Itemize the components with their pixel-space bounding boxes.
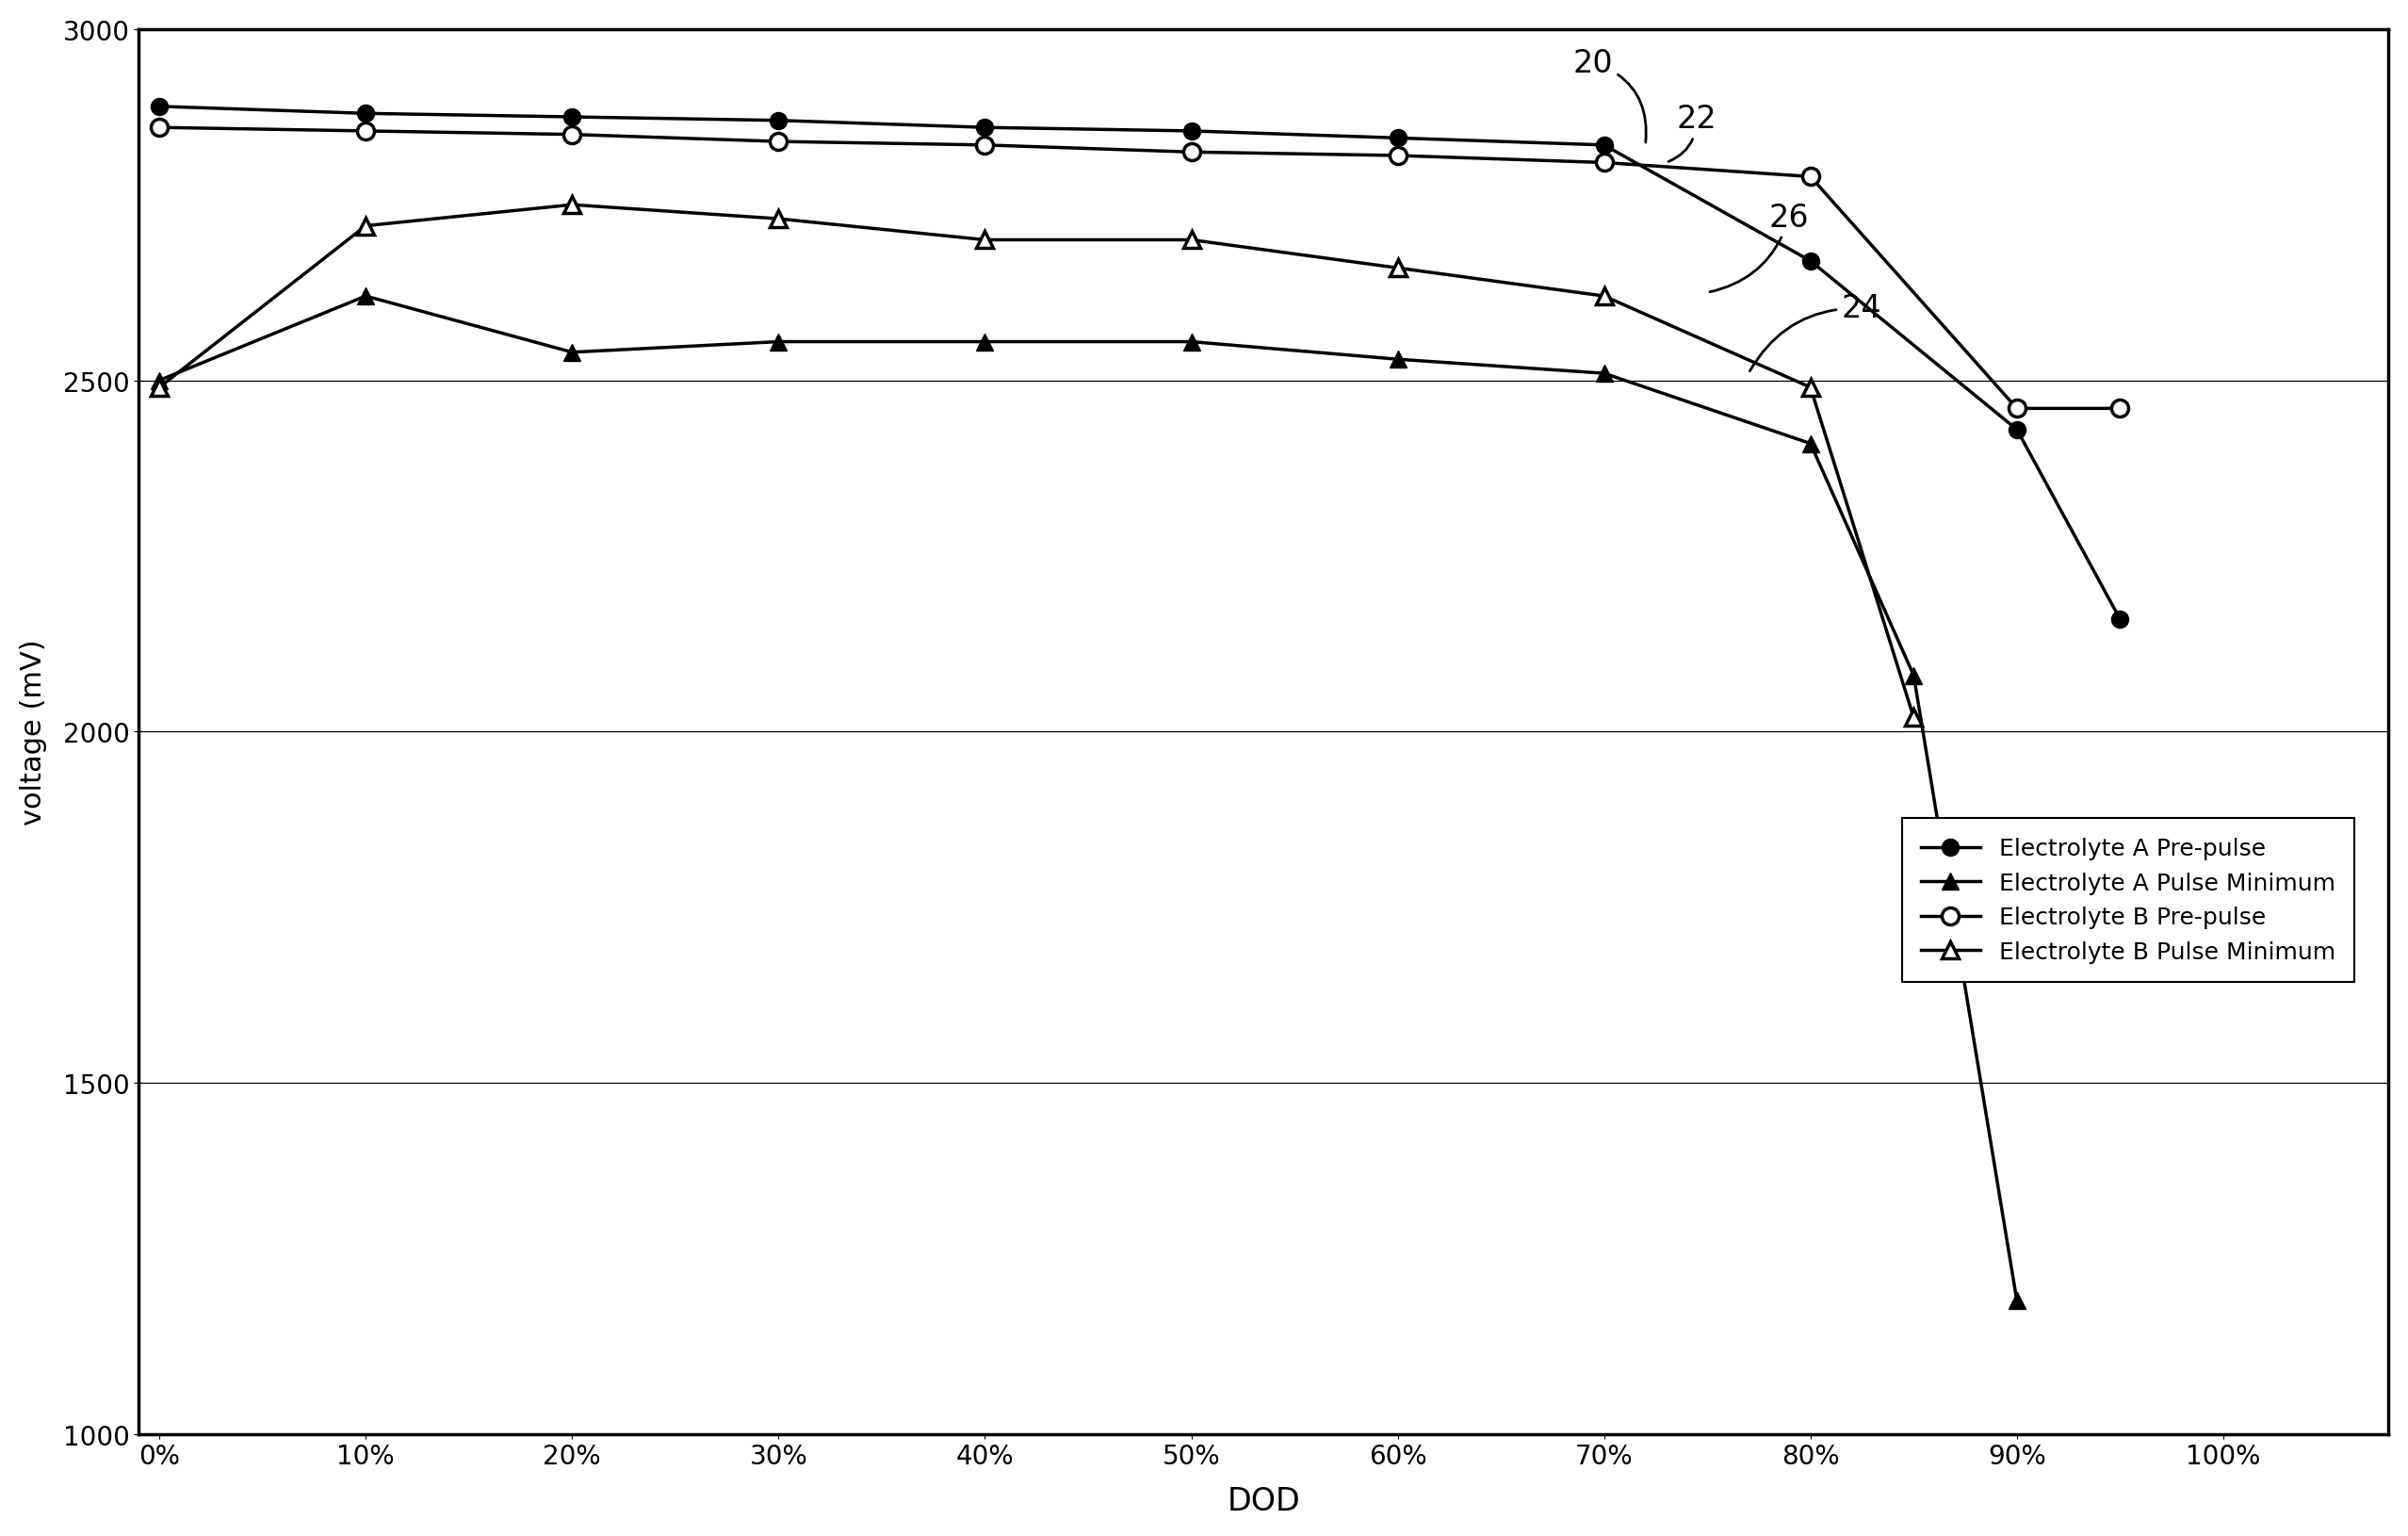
Text: 20: 20: [1572, 48, 1647, 143]
Y-axis label: voltage (mV): voltage (mV): [19, 639, 46, 825]
X-axis label: DOD: DOD: [1228, 1485, 1300, 1516]
Text: 24: 24: [1751, 293, 1881, 372]
Text: 26: 26: [1710, 203, 1808, 293]
Text: 22: 22: [1669, 104, 1717, 163]
Legend: Electrolyte A Pre-pulse, Electrolyte A Pulse Minimum, Electrolyte B Pre-pulse, E: Electrolyte A Pre-pulse, Electrolyte A P…: [1902, 819, 2355, 982]
